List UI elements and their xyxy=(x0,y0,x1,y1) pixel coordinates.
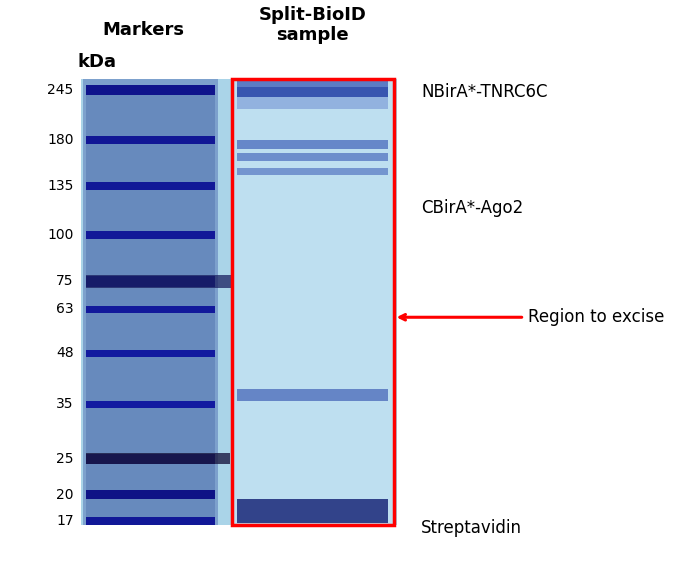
Bar xyxy=(80,79,397,525)
Text: 100: 100 xyxy=(48,228,74,242)
Bar xyxy=(237,80,388,109)
Bar xyxy=(86,190,215,231)
Bar xyxy=(86,239,215,276)
Text: 35: 35 xyxy=(56,397,74,411)
Bar xyxy=(237,499,388,523)
Text: kDa: kDa xyxy=(77,53,116,71)
Text: Region to excise: Region to excise xyxy=(528,308,664,327)
Bar xyxy=(86,182,215,190)
Bar xyxy=(86,401,215,408)
Bar xyxy=(86,144,215,182)
Bar xyxy=(86,313,215,350)
Bar xyxy=(86,231,215,239)
Bar xyxy=(86,306,215,313)
Text: CBirA*-Ago2: CBirA*-Ago2 xyxy=(421,199,524,217)
Bar xyxy=(237,389,388,401)
Bar xyxy=(86,276,215,287)
Bar xyxy=(86,357,215,401)
Text: NBirA*-TNRC6C: NBirA*-TNRC6C xyxy=(421,83,548,101)
Text: Split-BioID
sample: Split-BioID sample xyxy=(259,6,367,44)
Bar xyxy=(86,408,215,454)
Text: 63: 63 xyxy=(56,302,74,316)
Bar xyxy=(86,287,215,306)
Text: 48: 48 xyxy=(56,346,74,360)
Bar xyxy=(237,153,388,161)
Bar xyxy=(86,517,215,525)
Text: 245: 245 xyxy=(48,83,74,97)
Bar xyxy=(232,79,393,525)
Text: Streptavidin: Streptavidin xyxy=(421,519,522,537)
Text: 135: 135 xyxy=(48,180,74,194)
Bar xyxy=(86,275,232,288)
Bar xyxy=(86,463,215,490)
Bar xyxy=(86,95,215,136)
Bar xyxy=(237,81,388,98)
Bar xyxy=(86,490,215,499)
Text: 180: 180 xyxy=(47,133,74,147)
Bar xyxy=(83,79,218,525)
Bar xyxy=(237,87,388,97)
Bar xyxy=(86,85,215,95)
Text: 20: 20 xyxy=(56,488,74,502)
Bar xyxy=(86,454,215,463)
Bar xyxy=(237,140,388,149)
Bar xyxy=(86,453,230,464)
Text: Markers: Markers xyxy=(102,21,185,39)
Text: 17: 17 xyxy=(56,514,74,528)
Text: 75: 75 xyxy=(56,274,74,288)
Bar xyxy=(86,350,215,357)
Bar xyxy=(86,499,215,517)
Bar xyxy=(237,168,388,175)
Bar xyxy=(232,79,393,525)
Text: 25: 25 xyxy=(56,452,74,466)
Bar xyxy=(86,136,215,144)
